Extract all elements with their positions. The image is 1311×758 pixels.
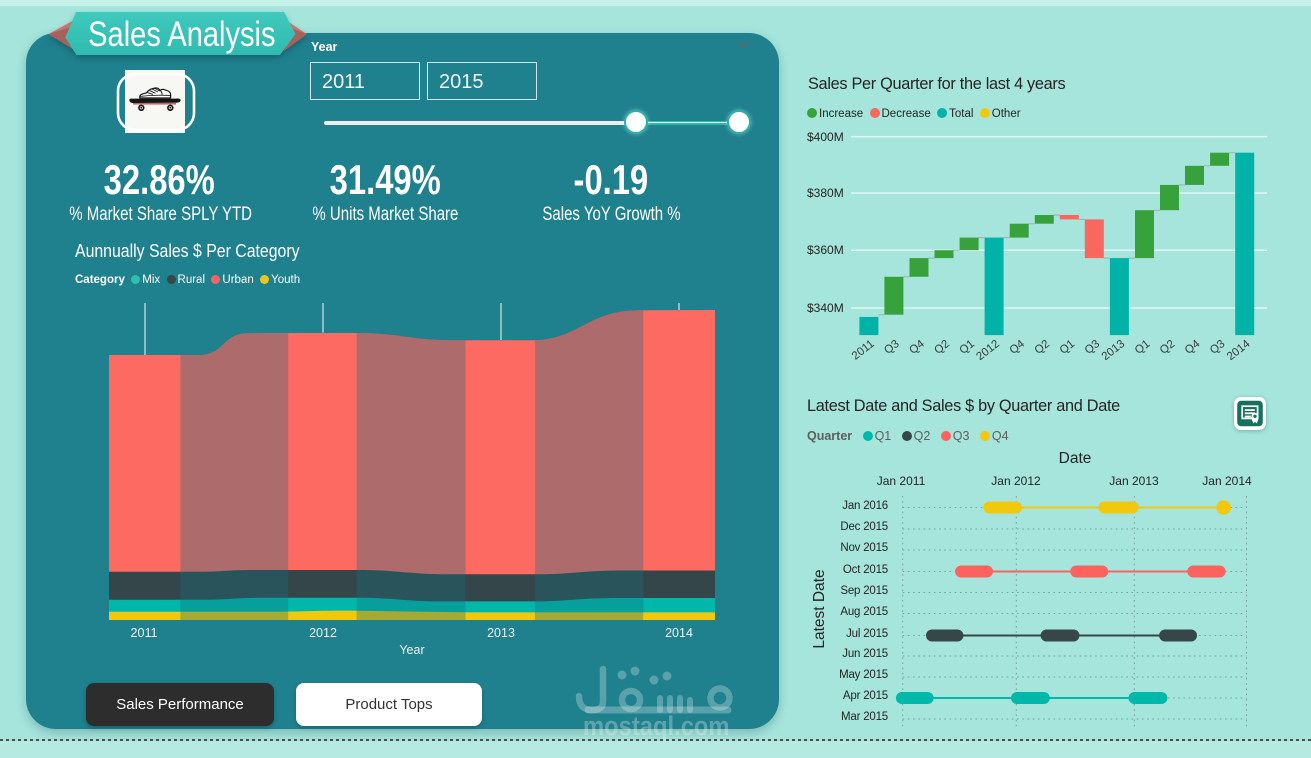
svg-text:Q4: Q4 [1183,338,1203,357]
svg-text:Q2: Q2 [932,338,951,357]
svg-text:Q1: Q1 [1133,338,1152,357]
svg-text:2013: 2013 [1100,338,1128,360]
svg-text:2014: 2014 [1225,338,1253,360]
svg-text:Q3: Q3 [882,338,901,357]
svg-text:2011: 2011 [850,338,877,360]
svg-text:Q4: Q4 [1008,338,1028,357]
svg-text:Q2: Q2 [1033,338,1052,357]
svg-text:Q2: Q2 [1158,338,1177,357]
svg-text:Q1: Q1 [1058,338,1077,357]
svg-text:2012: 2012 [974,338,1002,360]
svg-text:Q4: Q4 [907,338,927,357]
